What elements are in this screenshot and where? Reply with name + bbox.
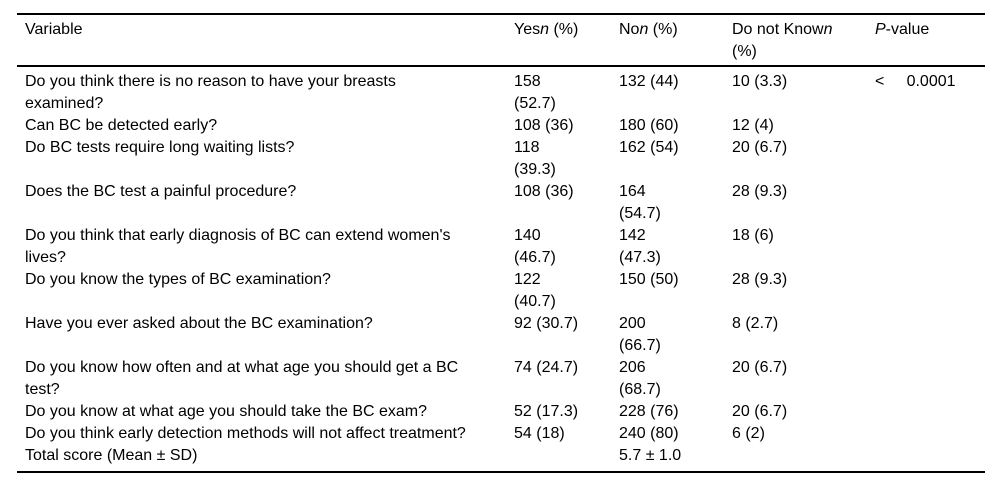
header-text: Variable: [25, 21, 83, 38]
col-header-variable: Variable: [17, 14, 506, 66]
cell-no: 164 (54.7): [619, 183, 661, 222]
table-row: Have you ever asked about the BC examina…: [17, 313, 985, 357]
cell-no: 206 (68.7): [619, 359, 661, 398]
cell-variable: Can BC be detected early?: [25, 117, 218, 134]
cell-yes: 140 (46.7): [514, 227, 556, 266]
table-row: Do you know at what age you should take …: [17, 401, 985, 423]
cell-p-value: [867, 445, 985, 472]
cell-p-value: [867, 357, 985, 401]
cell-variable: Do you know the types of BC examination?: [25, 271, 331, 288]
cell-yes: 108 (36): [514, 117, 574, 134]
header-text: Do not Know: [732, 21, 824, 38]
cell-yes: 92 (30.7): [514, 315, 579, 332]
cell-p-value: [867, 423, 985, 445]
header-text: -value: [885, 21, 930, 38]
cell-yes: 52 (17.3): [514, 403, 579, 420]
cell-yes: 108 (36): [514, 183, 574, 200]
table-row: Do you think that early diagnosis of BC …: [17, 225, 985, 269]
cell-p-value: [867, 225, 985, 269]
col-header-dont-know: Do not Known (%): [724, 14, 867, 66]
cell-dont-know: 6 (2): [732, 425, 765, 442]
cell-dont-know: 20 (6.7): [732, 359, 788, 376]
header-italic-n: n: [540, 21, 550, 38]
cell-no: 228 (76): [619, 403, 679, 420]
header-italic-p: P: [875, 21, 886, 38]
cell-variable: Do you think that early diagnosis of BC …: [25, 227, 451, 266]
table-row: Do you know how often and at what age yo…: [17, 357, 985, 401]
table-row: Do you think there is no reason to have …: [17, 66, 985, 115]
col-header-no: Non (%): [611, 14, 724, 66]
cell-p-value: [867, 401, 985, 423]
header-italic-n: n: [639, 21, 649, 38]
header-italic-n: n: [823, 21, 833, 38]
cell-dont-know: 28 (9.3): [732, 271, 788, 288]
cell-yes: 158 (52.7): [514, 73, 556, 112]
cell-p-value: [867, 181, 985, 225]
cell-dont-know: 20 (6.7): [732, 403, 788, 420]
cell-no: 240 (80): [619, 425, 679, 442]
cell-variable: Do you think early detection methods wil…: [25, 425, 466, 442]
cell-p-value: [867, 137, 985, 181]
cell-yes: 122 (40.7): [514, 271, 556, 310]
cell-p-value: [867, 115, 985, 137]
cell-no: 5.7 ± 1.0: [619, 447, 682, 464]
cell-no: 200 (66.7): [619, 315, 661, 354]
cell-dont-know: 8 (2.7): [732, 315, 779, 332]
cell-p-value: < 0.0001: [875, 73, 956, 90]
cell-variable: Do BC tests require long waiting lists?: [25, 139, 295, 156]
cell-variable: Does the BC test a painful procedure?: [25, 183, 297, 200]
cell-no: 150 (50): [619, 271, 679, 288]
col-header-p-value: P-value: [867, 14, 985, 66]
cell-yes: 74 (24.7): [514, 359, 579, 376]
cell-no: 132 (44): [619, 73, 679, 90]
header-text: (%): [648, 21, 678, 38]
header-text: Yes: [514, 21, 541, 38]
header-text: (%): [732, 43, 757, 60]
header-text: No: [619, 21, 640, 38]
cell-p-value: [867, 313, 985, 357]
cell-dont-know: 20 (6.7): [732, 139, 788, 156]
header-text: (%): [549, 21, 579, 38]
table-header: Variable Yesn (%) Non (%) Do not Known (…: [17, 14, 985, 66]
cell-variable: Do you know at what age you should take …: [25, 403, 428, 420]
table-row: Do you know the types of BC examination?…: [17, 269, 985, 313]
cell-variable: Do you think there is no reason to have …: [25, 73, 396, 112]
cell-no: 142 (47.3): [619, 227, 661, 266]
col-header-yes: Yesn (%): [506, 14, 611, 66]
cell-variable: Do you know how often and at what age yo…: [25, 359, 459, 398]
table-body: Do you think there is no reason to have …: [17, 66, 985, 472]
table-row: Do BC tests require long waiting lists? …: [17, 137, 985, 181]
table-row-total: Total score (Mean ± SD) 5.7 ± 1.0: [17, 445, 985, 472]
cell-dont-know: 18 (6): [732, 227, 774, 244]
cell-dont-know: 10 (3.3): [732, 73, 788, 90]
bc-knowledge-table: Variable Yesn (%) Non (%) Do not Known (…: [17, 13, 985, 473]
cell-dont-know: 28 (9.3): [732, 183, 788, 200]
header-row: Variable Yesn (%) Non (%) Do not Known (…: [17, 14, 985, 66]
cell-yes: 54 (18): [514, 425, 565, 442]
table-row: Does the BC test a painful procedure? 10…: [17, 181, 985, 225]
cell-dont-know: [724, 445, 867, 472]
cell-variable: Total score (Mean ± SD): [25, 447, 198, 464]
cell-p-value: [867, 269, 985, 313]
table-row: Can BC be detected early? 108 (36) 180 (…: [17, 115, 985, 137]
cell-yes: [506, 445, 611, 472]
cell-dont-know: 12 (4): [732, 117, 774, 134]
cell-yes: 118 (39.3): [514, 139, 556, 178]
table-row: Do you think early detection methods wil…: [17, 423, 985, 445]
cell-variable: Have you ever asked about the BC examina…: [25, 315, 373, 332]
cell-no: 162 (54): [619, 139, 679, 156]
cell-no: 180 (60): [619, 117, 679, 134]
